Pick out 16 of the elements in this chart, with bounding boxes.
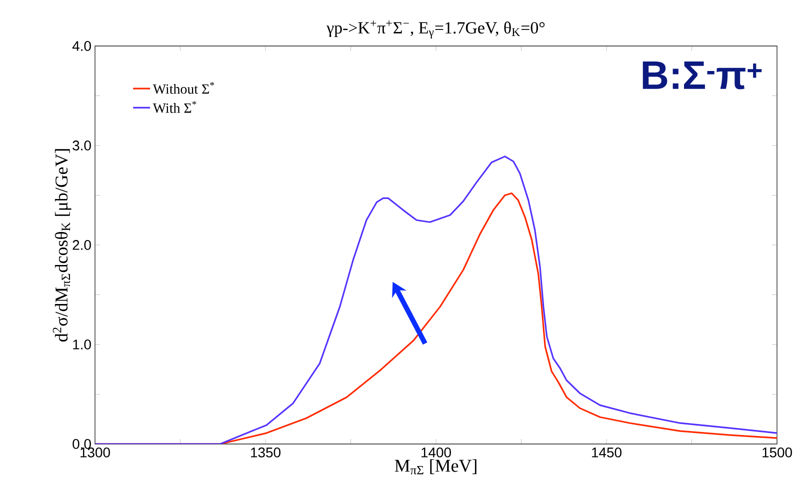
y-tick-label: 4.0 (72, 41, 91, 51)
x-axis-title: M$_{πΣ}$ [MeV] (394, 459, 476, 474)
y-tick-label: 3.0 (72, 140, 91, 150)
legend-label: With Σ$^{*}$ (152, 101, 196, 113)
y-tick-label: 2.0 (72, 240, 91, 250)
x-tick-label: 1500 (762, 448, 792, 458)
y-axis-title: d$^{2}$σ/dM$_{πΣ}$dcosθ$_{K}$ [μb/GeV] (52, 149, 72, 342)
legend-label: Without Σ$^{*}$ (152, 82, 214, 94)
annotation: B:Σ$^{-}$π$^{+}$ (642, 61, 762, 90)
y-tick-label: 1.0 (73, 340, 91, 350)
y-tick-label: 0.0 (72, 439, 91, 449)
x-tick-label: 1350 (251, 448, 280, 458)
chart-title: γp->K$^{+}$π$^{+}$Σ$^{−}$, E$_{γ}$=1.7GeV, θ$_{K}$=0° (326, 20, 545, 39)
x-tick-label: 1400 (422, 448, 451, 458)
x-tick-label: 1300 (80, 448, 110, 458)
x-tick-label: 1450 (592, 448, 622, 458)
